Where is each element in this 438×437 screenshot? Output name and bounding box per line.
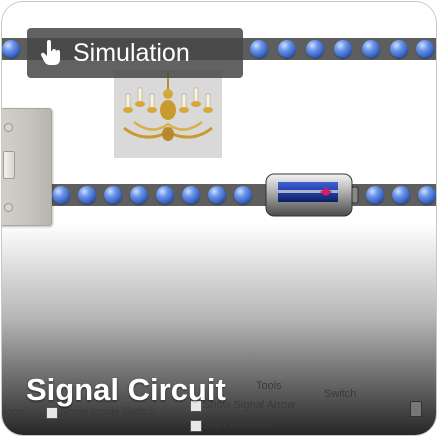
wall-switch[interactable] [2,108,52,226]
tools-heading: Tools [256,380,282,392]
electron-bead [208,186,226,204]
switch-lever[interactable] [3,151,15,179]
start-electron-checkbox[interactable] [190,420,202,432]
chandelier-image [114,70,222,158]
electron-bead [366,186,384,204]
electron-bead [390,40,408,58]
chandelier-icon [123,70,213,141]
electron-bead [306,40,324,58]
pointing-hand-icon [41,40,60,65]
bottom-gradient-overlay [2,224,436,435]
electron-bead [392,186,410,204]
show-signal-arrow-label: Show Signal Arrow [203,399,296,411]
start-electron-label: Start Electron [203,419,270,431]
electron-bead [416,40,434,58]
show-inside-switch-label: Show Inside Switch [60,406,156,418]
electron-bead [78,186,96,204]
electron-bead [182,186,200,204]
electron-bead [104,186,122,204]
switch-control-label: Switch [324,388,357,400]
battery-icon [265,173,359,217]
electron-bead [52,186,70,204]
electron-bead [418,186,436,204]
show-signal-arrow-checkbox[interactable] [190,400,202,412]
electron-bead [130,186,148,204]
electron-bead [278,40,296,58]
switch-screw-top [4,123,13,132]
switch-slider-track[interactable] [328,408,414,411]
electron-bead [156,186,174,204]
electron-bead [2,40,20,58]
card-title: Signal Circuit [26,372,226,407]
switch-slider-thumb[interactable] [410,401,422,417]
electron-bead [362,40,380,58]
side-label-partial: ions [4,406,25,418]
simulation-badge: Simulation [27,28,243,78]
electron-bead [234,186,252,204]
battery[interactable] [264,170,360,220]
switch-screw-bottom [4,203,13,212]
electron-bead [250,40,268,58]
electron-bead [334,40,352,58]
simulation-badge-label: Simulation [73,39,190,67]
show-inside-switch-checkbox[interactable] [46,407,58,419]
